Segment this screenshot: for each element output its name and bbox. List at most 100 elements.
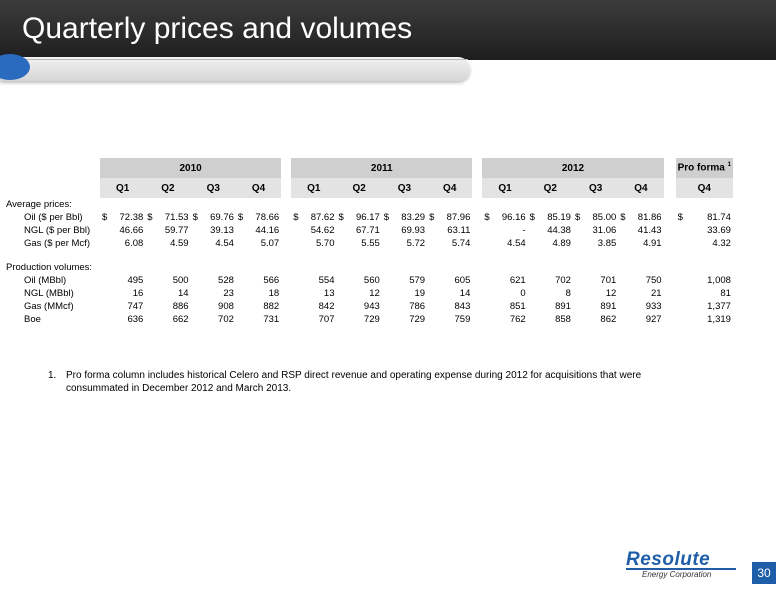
currency-sign (676, 313, 687, 326)
row-label: NGL ($ per Bbl) (24, 225, 91, 236)
quarter-header: Q2 (336, 178, 382, 198)
decorative-line (20, 59, 468, 60)
column-gap (472, 274, 482, 287)
currency-sign (482, 300, 491, 313)
currency-sign (528, 274, 537, 287)
table-cell: 560 (363, 275, 380, 286)
currency-sign (145, 313, 154, 326)
table-cell: 41.43 (637, 225, 662, 236)
table-cell: 87.96 (446, 212, 471, 223)
column-gap (664, 237, 676, 250)
currency-sign (482, 287, 491, 300)
footnote-number: 1. (48, 370, 57, 381)
table-cell: 5.74 (451, 238, 471, 249)
quarter-header: Q4 (618, 178, 664, 198)
currency-sign (528, 287, 537, 300)
column-gap (472, 300, 482, 313)
quarter-header: Q4 (427, 178, 473, 198)
currency-sign: $ (529, 212, 535, 223)
table-cell: 750 (645, 275, 662, 286)
quarter-header: Q2 (145, 178, 191, 198)
logo-name: Resolute (626, 549, 711, 570)
table-cell: 702 (555, 275, 571, 286)
column-gap (281, 313, 291, 326)
currency-sign (573, 274, 582, 287)
table-cell: 4.89 (552, 238, 571, 249)
currency-sign (573, 287, 582, 300)
currency-sign (427, 274, 436, 287)
currency-sign (573, 313, 582, 326)
column-gap (664, 274, 676, 287)
column-gap (281, 274, 291, 287)
table-cell: 1,319 (707, 314, 731, 325)
table-cell: 81.86 (637, 212, 662, 223)
currency-sign (382, 237, 391, 250)
column-gap (472, 178, 483, 198)
table-cell: 851 (509, 301, 526, 312)
currency-sign (427, 287, 436, 300)
column-gap (664, 224, 676, 237)
currency-sign (145, 274, 154, 287)
table-cell: 636 (127, 314, 144, 325)
year-header: 2011 (291, 158, 473, 178)
section-heading: Production volumes: (6, 262, 93, 273)
currency-sign (100, 237, 109, 250)
table-cell: 44.38 (547, 225, 571, 236)
header-blank (4, 158, 100, 178)
currency-sign (336, 300, 345, 313)
section-heading-row: Average prices: (4, 198, 733, 211)
table-cell: 4.91 (643, 238, 662, 249)
table-cell: 729 (409, 314, 426, 325)
table-row: Oil (MBbl) 495 500 528 566 554 560 579 605 621 702… (4, 274, 733, 287)
table-cell: 862 (600, 314, 617, 325)
currency-sign: $ (677, 212, 683, 223)
table-cell: 33.69 (707, 225, 731, 236)
currency-sign (382, 287, 391, 300)
table-cell: 0 (520, 288, 526, 299)
currency-sign (618, 224, 627, 237)
quarter-header: Q1 (100, 178, 146, 198)
table-cell: 85.19 (547, 212, 571, 223)
table-cell: 3.85 (597, 238, 617, 249)
column-gap (472, 211, 482, 224)
table-row: NGL (MBbl) 16 14 23 18 13 12 19 14 0 8 12 21 81 (4, 287, 733, 300)
currency-sign (291, 313, 300, 326)
row-label: Gas (MMcf) (24, 301, 74, 312)
table-cell: - (522, 225, 526, 236)
footnote-text: Pro forma column includes historical Cel… (66, 370, 642, 394)
column-gap (281, 158, 292, 178)
column-gap (472, 158, 483, 178)
column-gap (472, 224, 482, 237)
table-cell: 747 (127, 301, 144, 312)
table-cell: 14 (178, 288, 189, 299)
table-cell: 67.71 (356, 225, 380, 236)
header-blank (4, 178, 100, 198)
table-cell: 59.77 (164, 225, 189, 236)
column-gap (663, 158, 676, 178)
table-cell: 39.13 (210, 225, 234, 236)
quarter-header: Q4 (235, 178, 282, 198)
currency-sign (336, 224, 345, 237)
currency-sign (145, 224, 154, 237)
currency-sign (676, 237, 687, 250)
spacer-row (4, 250, 733, 261)
table-cell: 891 (600, 301, 617, 312)
currency-sign (236, 274, 245, 287)
currency-sign (145, 287, 154, 300)
table-cell: 12 (369, 288, 380, 299)
section-heading-row: Production volumes: (4, 261, 733, 274)
title-bar: Quarterly prices and volumes (0, 0, 776, 60)
table-cell: 8 (565, 288, 571, 299)
currency-sign (573, 224, 582, 237)
year-label: 2010 (179, 162, 202, 174)
table-cell: 85.00 (592, 212, 617, 223)
currency-sign (191, 237, 200, 250)
currency-sign (100, 300, 109, 313)
table-cell: 495 (127, 275, 144, 286)
currency-sign (528, 300, 537, 313)
column-gap (664, 313, 676, 326)
column-gap (472, 313, 482, 326)
currency-sign (100, 274, 109, 287)
table-cell: 579 (409, 275, 426, 286)
table-cell: 31.06 (592, 225, 617, 236)
